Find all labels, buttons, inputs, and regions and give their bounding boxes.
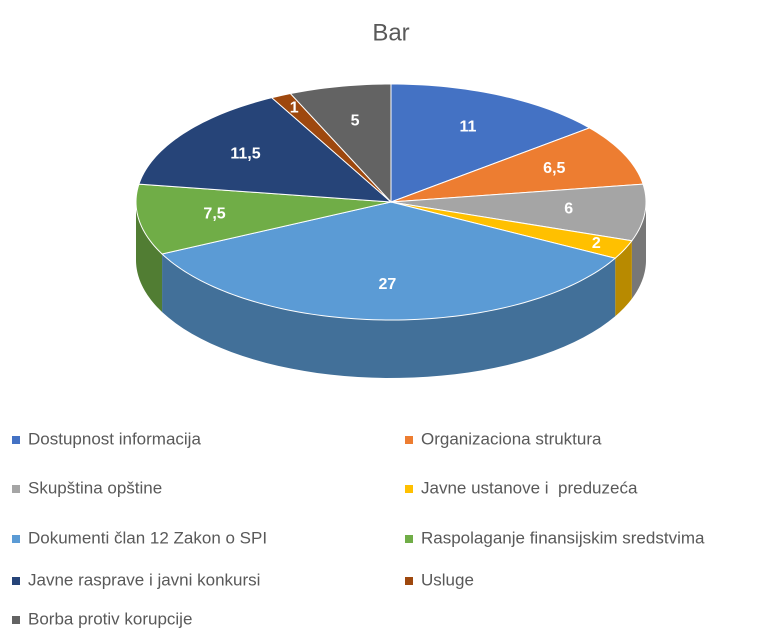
data-label: 2 (592, 235, 601, 252)
legend-label: Dostupnost informacija (28, 429, 201, 448)
data-label: 5 (351, 112, 360, 129)
legend-label: Javne ustanove i preduzeća (421, 478, 638, 497)
slice (390, 127, 644, 203)
slice-side (162, 253, 616, 378)
slice-side (631, 202, 646, 299)
legend-marker (12, 436, 20, 444)
legend-marker (405, 485, 413, 493)
chart-title: Bar (372, 19, 409, 46)
data-label: 11,5 (230, 145, 260, 162)
slice (161, 201, 617, 321)
legend-label: Borba protiv korupcije (28, 609, 192, 628)
slice (138, 97, 393, 203)
slice (390, 83, 591, 203)
legend-marker (405, 436, 413, 444)
data-label: 27 (378, 276, 396, 293)
legend-marker (405, 577, 413, 585)
legend-marker (405, 535, 413, 543)
legend-label: Javne rasprave i javni konkursi (28, 570, 260, 589)
data-label: 7,5 (203, 206, 225, 223)
data-label: 11 (460, 119, 477, 136)
data-label: 6 (564, 201, 573, 218)
data-label: 6,5 (543, 160, 565, 177)
legend-marker (12, 485, 20, 493)
slice-side (615, 240, 632, 317)
data-label: 1 (290, 100, 299, 117)
legend-marker (12, 577, 20, 585)
slice (289, 83, 392, 204)
legend-label: Skupština opštine (28, 478, 162, 497)
legend-label: Usluge (421, 570, 474, 589)
slice (135, 183, 392, 255)
legend-label: Organizaciona struktura (421, 429, 602, 448)
legend-marker (12, 616, 20, 624)
legend-marker (12, 535, 20, 543)
legend-label: Dokumenti član 12 Zakon o SPI (28, 528, 267, 547)
legend-label: Raspolaganje finansijskim sredstvima (421, 528, 705, 547)
slice (390, 201, 633, 259)
slice (390, 183, 647, 242)
